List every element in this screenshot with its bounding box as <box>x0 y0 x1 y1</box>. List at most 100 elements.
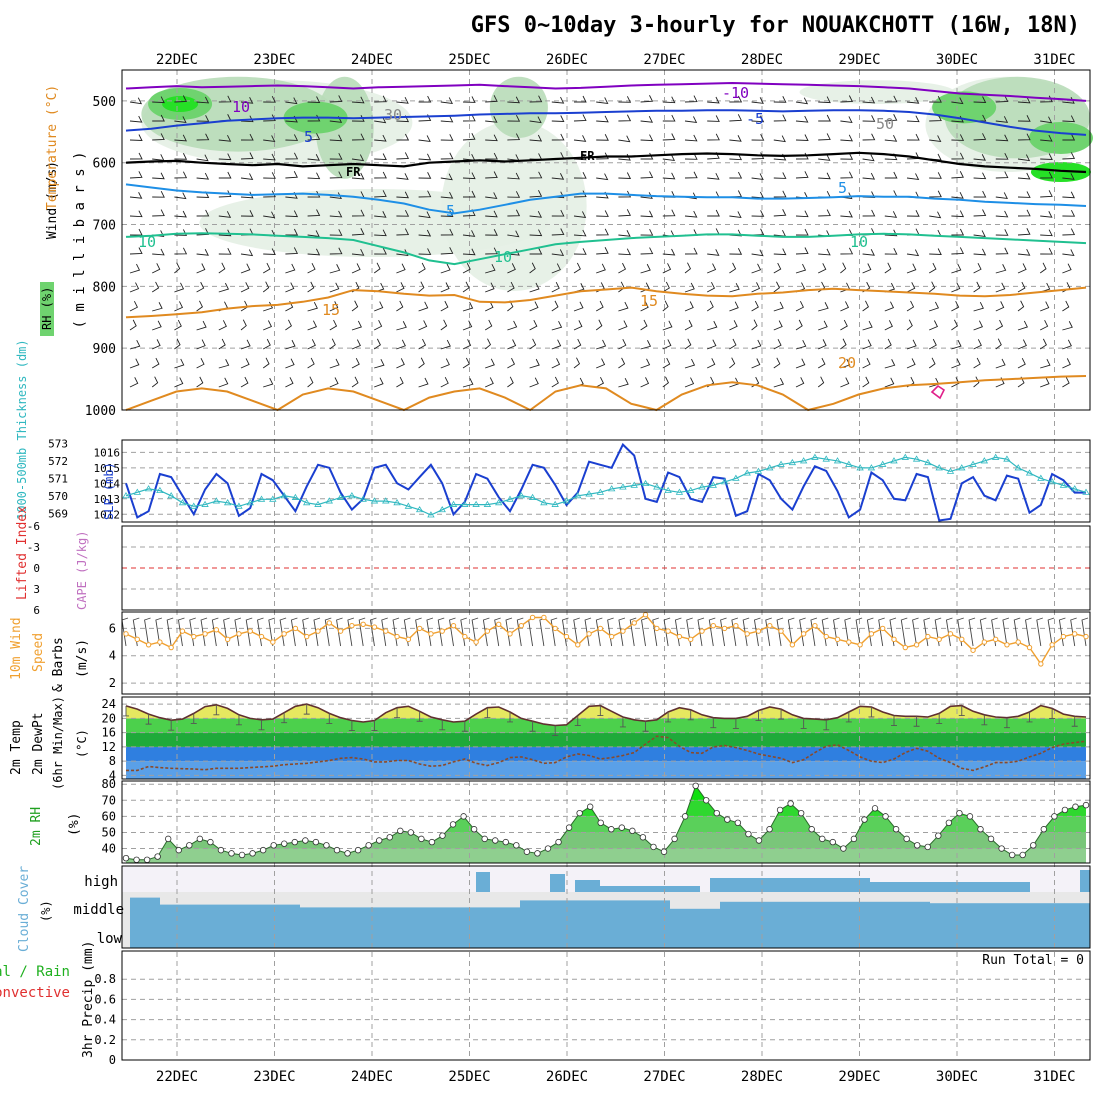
wind-barb <box>152 248 165 256</box>
contour-label: 10 <box>232 98 250 116</box>
wind-barb <box>263 135 276 143</box>
wind-barb <box>929 114 942 122</box>
wind-barb <box>929 172 942 179</box>
wind-barb <box>573 357 581 369</box>
wind-barb <box>1017 209 1031 217</box>
wind-barb <box>818 248 831 256</box>
wind-barb <box>418 172 432 179</box>
wind-barb <box>485 171 498 179</box>
thickness-point <box>980 457 989 464</box>
thickness-point <box>449 500 458 507</box>
wind-speed-point <box>473 639 479 645</box>
wind-speed-point <box>880 625 886 632</box>
wind-barb <box>507 263 516 274</box>
wind-barb <box>263 301 274 312</box>
wind-barb <box>329 192 342 200</box>
wind-barb <box>351 248 365 256</box>
thickness-point <box>382 497 390 504</box>
temp-minmax <box>665 711 672 723</box>
wind-barb <box>573 262 581 274</box>
wind-barb <box>218 211 232 218</box>
rh-point <box>618 824 626 831</box>
wind-barb <box>840 153 854 160</box>
wind-barb <box>351 320 362 331</box>
wind-barb <box>751 210 765 217</box>
rh-point <box>914 842 921 849</box>
contour-label: -10 <box>722 84 749 102</box>
wind-barb-10m <box>177 617 185 647</box>
wind-barb-10m <box>234 617 242 647</box>
isotherm-10 <box>125 232 1087 266</box>
wind-barb <box>973 281 981 293</box>
wind-barb <box>707 339 717 350</box>
rh-point <box>565 824 573 831</box>
wind-barb <box>529 116 542 124</box>
temp-minmax <box>258 719 265 731</box>
wind-barb <box>307 357 315 369</box>
wind-speed-point <box>586 631 592 637</box>
wind-barb <box>462 281 470 293</box>
rh-point <box>808 826 815 833</box>
thickness-point <box>325 497 334 504</box>
wind-barb <box>285 134 299 141</box>
wind-barb <box>152 114 165 122</box>
temp-minmax <box>552 725 559 736</box>
wind-barb <box>573 320 583 331</box>
wind-barb <box>329 247 343 255</box>
slp-line <box>125 442 1086 522</box>
wind-barb <box>773 96 787 103</box>
wind-barb <box>973 376 980 388</box>
wind-barb-10m <box>742 617 750 647</box>
wind-barb <box>396 300 404 312</box>
rh-point <box>871 805 879 812</box>
wind-barb <box>818 263 827 274</box>
wind-speed-point <box>1004 642 1010 648</box>
wind-barb-10m <box>595 617 603 647</box>
wind-barb-10m <box>290 617 298 647</box>
panel-frame-rh <box>121 780 1091 864</box>
wind-barb <box>462 114 476 122</box>
wind-barb <box>240 249 254 257</box>
wind-speed-point <box>145 642 152 648</box>
wind-barb <box>1017 115 1031 122</box>
wind-barb <box>573 229 587 237</box>
thickness-point <box>698 483 706 490</box>
wind-barb <box>351 209 365 217</box>
wind-barb-10m <box>144 617 151 647</box>
wind-barb <box>240 263 251 274</box>
wind-barb <box>240 358 250 369</box>
wind-speed-point <box>947 631 954 637</box>
temp-minmax <box>755 710 762 721</box>
wind-barb <box>884 262 892 274</box>
wind-barb-10m <box>245 617 253 647</box>
panel-frame-wind <box>121 611 1091 695</box>
wind-speed-point <box>789 642 796 648</box>
wind-barb <box>262 338 271 350</box>
wind-barb <box>307 133 321 141</box>
wind-barb-10m <box>731 617 739 647</box>
wind-barb <box>1062 152 1076 160</box>
temp-minmax <box>394 707 401 719</box>
wind-barb <box>795 210 809 218</box>
wind-barb <box>573 338 582 350</box>
wind-barb <box>529 229 543 237</box>
wind-barb <box>307 376 314 388</box>
wind-barb <box>551 249 565 256</box>
wind-speed-point <box>1038 661 1044 667</box>
wind-barb <box>507 320 518 331</box>
wind-speed-point <box>450 622 457 629</box>
rh-point <box>481 835 488 843</box>
thickness-tick: 573 <box>48 437 68 450</box>
wind-barb <box>196 115 210 122</box>
rh-point <box>608 826 615 833</box>
isotherm-20 <box>125 375 1087 412</box>
contour-marker <box>930 384 946 400</box>
wind-barb <box>174 338 181 350</box>
thickness-point <box>167 492 175 499</box>
thickness-point <box>958 464 966 471</box>
wind-barb <box>307 301 318 312</box>
rh-point <box>903 835 910 843</box>
wind-barb <box>285 319 292 331</box>
wind-barb <box>928 338 937 350</box>
wind-barb <box>684 134 698 142</box>
